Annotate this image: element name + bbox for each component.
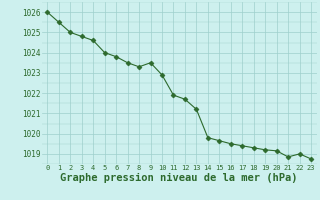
X-axis label: Graphe pression niveau de la mer (hPa): Graphe pression niveau de la mer (hPa) [60, 173, 298, 183]
